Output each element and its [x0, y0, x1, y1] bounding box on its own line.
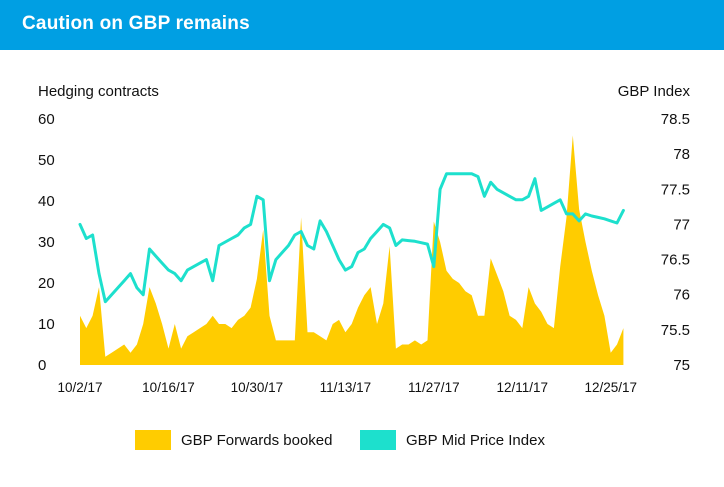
chart-title: Caution on GBP remains [22, 13, 250, 34]
x-axis-ticks: 10/2/17 10/16/17 10/30/17 11/13/17 11/27/17 1… [57, 380, 637, 395]
left-tick-label: 50 [38, 152, 55, 169]
right-tick-label: 75.5 [661, 322, 690, 339]
x-tick-label: 12/11/17 [496, 380, 548, 395]
right-tick-label: 76.5 [661, 252, 690, 269]
right-tick-label: 78 [673, 146, 690, 163]
left-axis-ticks: 60 50 40 30 20 10 0 [38, 111, 55, 374]
right-tick-label: 75 [673, 357, 690, 374]
legend-label-forwards: GBP Forwards booked [181, 432, 332, 449]
right-axis-title: GBP Index [618, 83, 691, 100]
left-tick-label: 20 [38, 275, 55, 292]
plot-area [78, 135, 625, 365]
x-tick-label: 10/30/17 [231, 380, 284, 395]
x-tick-label: 11/13/17 [320, 380, 372, 395]
right-tick-label: 76 [673, 287, 690, 304]
x-tick-label: 12/25/17 [584, 380, 637, 395]
legend: GBP Forwards booked GBP Mid Price Index [135, 430, 545, 450]
series-area-forwards [80, 135, 624, 365]
legend-label-mid-price: GBP Mid Price Index [406, 432, 545, 449]
left-tick-label: 30 [38, 234, 55, 251]
right-axis-ticks: 78.5 78 77.5 77 76.5 76 75.5 75 [661, 111, 690, 374]
left-tick-label: 0 [38, 357, 46, 374]
x-tick-label: 10/16/17 [142, 380, 195, 395]
left-tick-label: 10 [38, 316, 55, 333]
right-tick-label: 77.5 [661, 181, 690, 198]
series-line-mid-price [78, 172, 625, 304]
legend-swatch-forwards [135, 430, 171, 450]
left-tick-label: 60 [38, 111, 55, 128]
left-tick-label: 40 [38, 193, 55, 210]
x-tick-label: 10/2/17 [57, 380, 102, 395]
right-tick-label: 78.5 [661, 111, 690, 128]
title-banner: Caution on GBP remains [0, 0, 724, 50]
legend-swatch-mid-price [360, 430, 396, 450]
right-tick-label: 77 [673, 216, 690, 233]
left-axis-title: Hedging contracts [38, 83, 159, 100]
x-tick-label: 11/27/17 [408, 380, 460, 395]
